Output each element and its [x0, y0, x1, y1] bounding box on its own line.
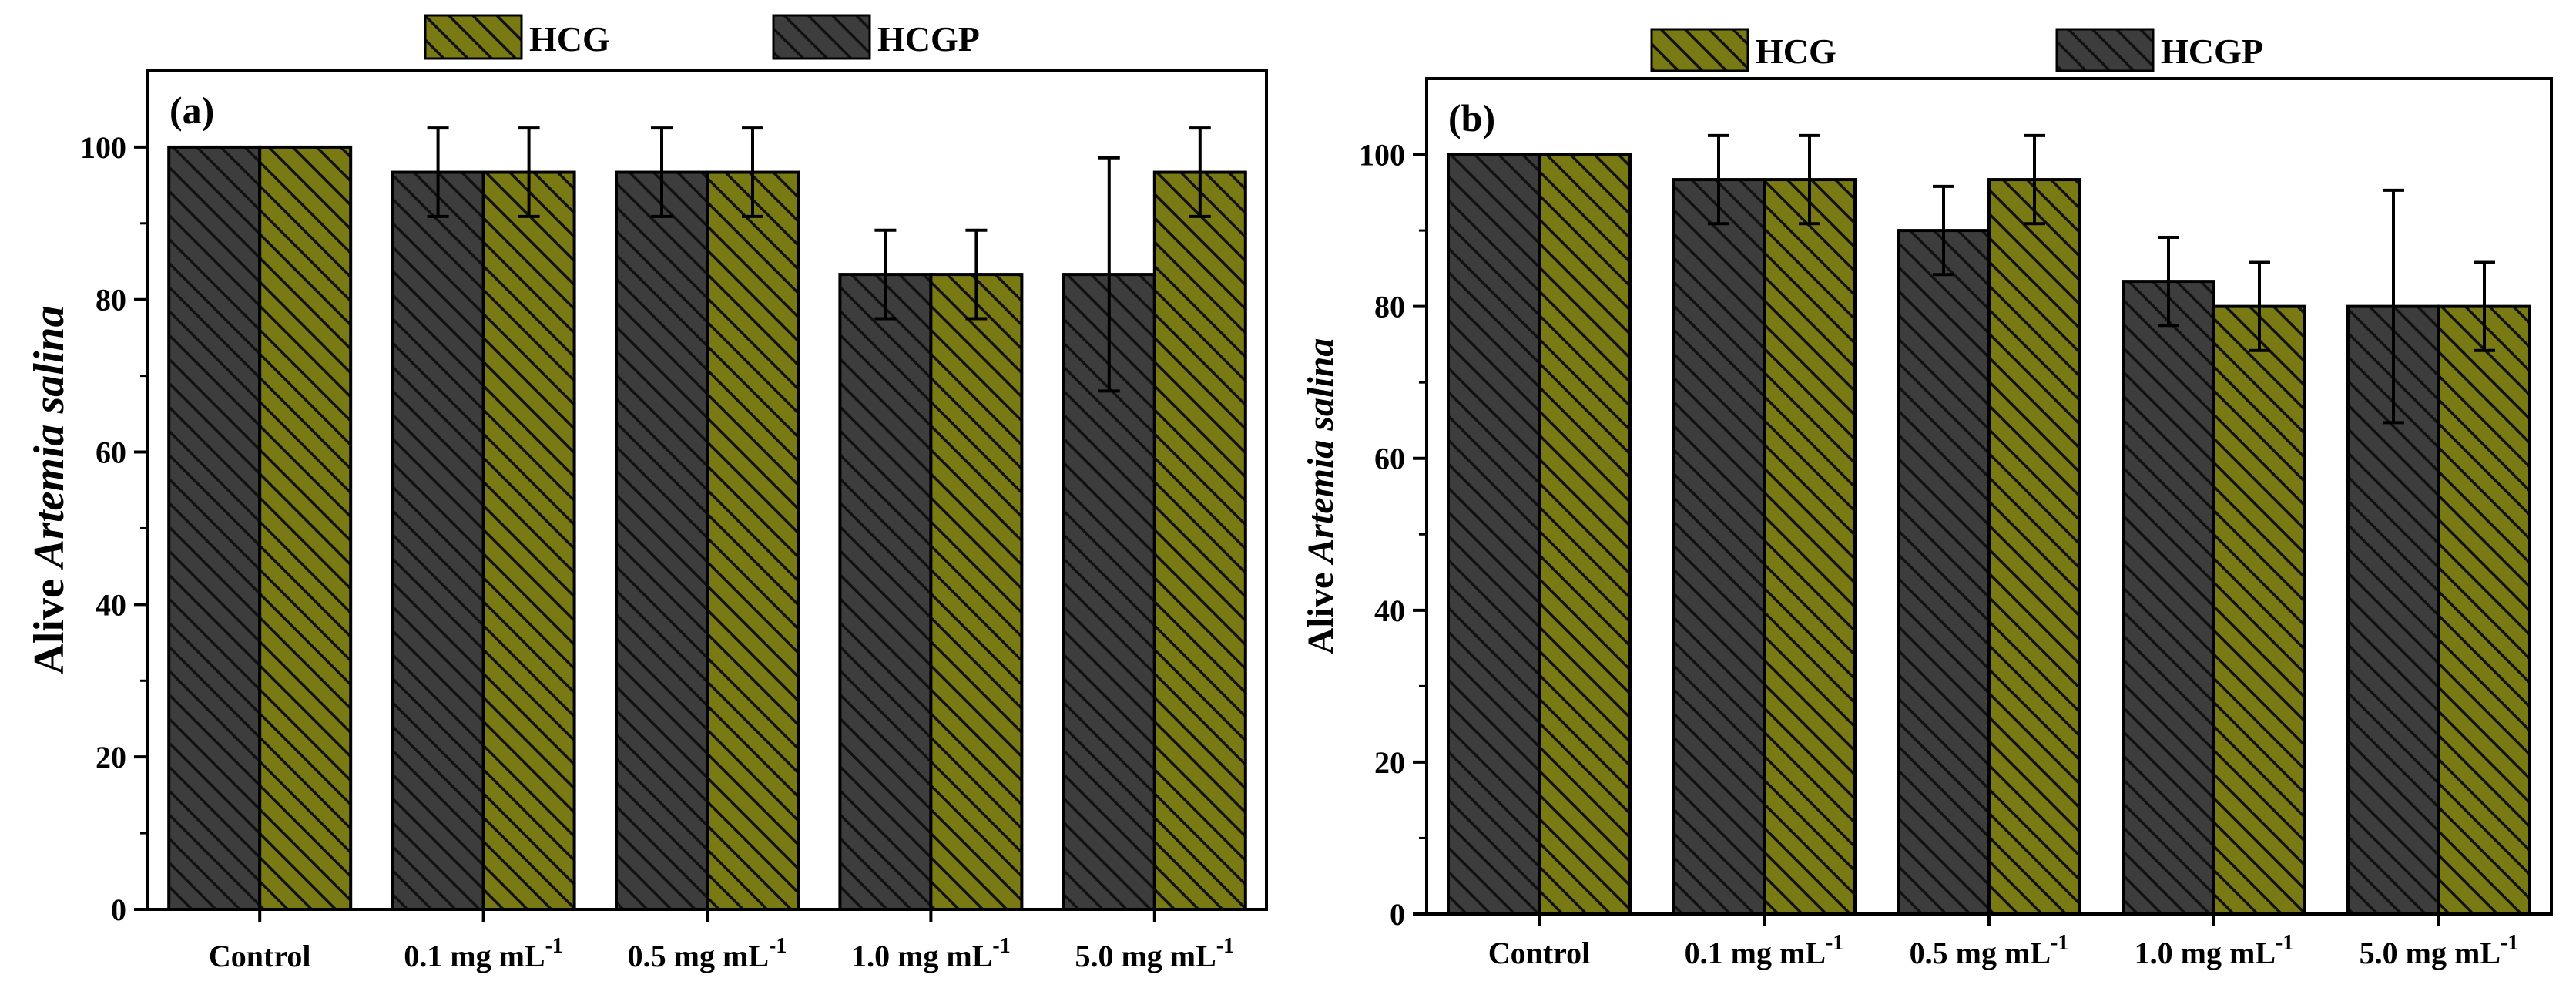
- error-bar-a-hcg-3: [965, 228, 988, 321]
- bar-b-hcg-2: [1987, 178, 2081, 916]
- bar-b-hcg-3: [2212, 304, 2306, 916]
- error-bar-a-hcg-2: [742, 126, 763, 218]
- error-bar-a-hcg-4: [1189, 126, 1211, 218]
- y-tick-label-b-0: 0: [1390, 897, 1405, 932]
- y-tick-label-a-60: 60: [96, 435, 126, 470]
- bar-a-hcgp-3: [838, 273, 933, 911]
- legend-b-label-hcgp: HCGP: [2161, 32, 2263, 71]
- bar-a-hcgp-2: [615, 170, 709, 912]
- bar-a-hcg-3: [929, 273, 1024, 911]
- x-category-label-a-1: 0.1 mg mL-1: [404, 934, 563, 973]
- error-bar-b-hcg-3: [2249, 260, 2270, 352]
- x-category-label-a-4: 5.0 mg mL-1: [1075, 934, 1234, 973]
- legend-b-label-hcg: HCG: [1756, 32, 1836, 71]
- error-bar-a-hcgp-4: [1098, 156, 1120, 393]
- y-tick-label-b-20: 20: [1374, 745, 1405, 780]
- x-category-label-b-4: 5.0 mg mL-1: [2360, 931, 2519, 970]
- panel-b: (b) Alive Artemia salina HCG HCGP 0 20 40 6…: [1300, 28, 2553, 970]
- y-tick-label-b-60: 60: [1374, 442, 1405, 476]
- error-bar-b-hcgp-3: [2158, 235, 2179, 328]
- y-axis-label-b-prefix: Alive: [1300, 563, 1341, 655]
- error-bar-a-hcgp-1: [427, 126, 449, 218]
- x-category-label-b-3: 1.0 mg mL-1: [2135, 931, 2294, 970]
- legend-b-swatch-hcgp: [2055, 28, 2155, 72]
- bar-b-hcg-4: [2437, 304, 2531, 916]
- bar-b-hcg-0: [1538, 153, 1632, 916]
- legend-a-label-hcgp: HCGP: [877, 19, 980, 59]
- bar-a-hcgp-1: [391, 170, 485, 912]
- bar-a-hcgp-0: [167, 145, 262, 911]
- y-tick-label-a-40: 40: [96, 587, 126, 622]
- error-bar-b-hcg-1: [1799, 133, 1820, 226]
- bar-a-hcg-0: [258, 145, 353, 911]
- y-tick-label-a-20: 20: [96, 740, 126, 775]
- bar-b-hcgp-1: [1672, 178, 1766, 916]
- bar-a-hcg-4: [1152, 170, 1247, 912]
- y-axis-label-b: Alive Artemia salina: [1300, 338, 1341, 655]
- error-bar-b-hcgp-2: [1933, 184, 1954, 277]
- bar-b-hcgp-3: [2122, 280, 2215, 916]
- x-category-label-b-0: Control: [1488, 936, 1591, 970]
- y-axis-label-a-italic: Artemia salina: [25, 305, 73, 570]
- y-tick-label-a-0: 0: [111, 892, 126, 927]
- bar-a-hcg-1: [481, 170, 576, 912]
- panel-label-b: (b): [1448, 96, 1495, 139]
- error-bar-b-hcg-4: [2474, 260, 2495, 352]
- error-bar-b-hcgp-4: [2383, 188, 2404, 425]
- y-axis-label-a-prefix: Alive: [25, 568, 73, 674]
- legend-a-swatch-hcg: [424, 14, 523, 60]
- bar-b-hcgp-2: [1897, 229, 1991, 916]
- x-category-label-a-0: Control: [209, 939, 311, 973]
- y-axis-label-a: Alive Artemia salina: [25, 305, 73, 674]
- legend-a-label-hcg: HCG: [529, 19, 610, 59]
- error-bar-a-hcg-1: [518, 126, 540, 218]
- legend-a: HCG HCGP: [424, 14, 980, 60]
- bar-b-hcg-1: [1763, 178, 1857, 916]
- y-tick-label-b-40: 40: [1374, 593, 1405, 628]
- error-bar-a-hcgp-3: [874, 228, 897, 321]
- legend-b: HCG HCGP: [1650, 28, 2263, 72]
- y-axis-label-b-italic: Artemia salina: [1300, 338, 1341, 566]
- bar-a-hcg-2: [706, 170, 800, 912]
- x-category-label-b-1: 0.1 mg mL-1: [1685, 931, 1844, 970]
- error-bar-b-hcg-2: [2024, 133, 2045, 226]
- error-bar-a-hcgp-2: [651, 126, 673, 218]
- y-tick-label-a-100: 100: [80, 130, 126, 165]
- legend-a-swatch-hcgp: [772, 14, 871, 60]
- legend-b-swatch-hcg: [1650, 28, 1749, 72]
- x-category-label-a-3: 1.0 mg mL-1: [851, 934, 1011, 973]
- bar-b-hcgp-0: [1447, 153, 1541, 916]
- panel-label-a: (a): [169, 89, 214, 132]
- x-category-label-a-2: 0.5 mg mL-1: [628, 934, 787, 973]
- panel-a: (a) Alive Artemia salina HCG HCGP 0 20 40 6…: [25, 14, 1268, 973]
- y-tick-label-a-80: 80: [96, 283, 126, 318]
- y-tick-label-b-80: 80: [1374, 290, 1405, 324]
- y-tick-label-b-100: 100: [1359, 138, 1405, 173]
- error-bar-b-hcgp-1: [1708, 133, 1729, 226]
- x-category-label-b-2: 0.5 mg mL-1: [1910, 931, 2069, 970]
